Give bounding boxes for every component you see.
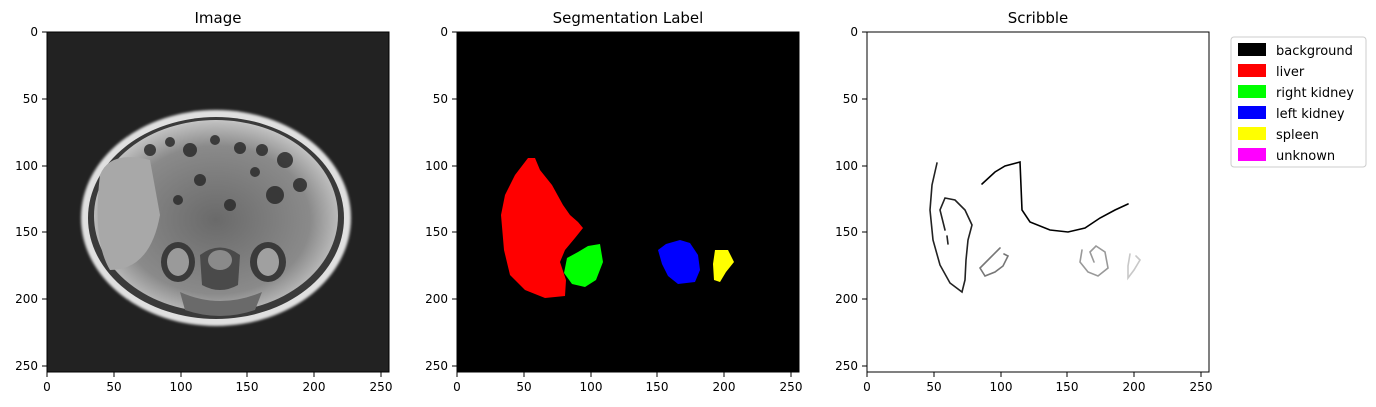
xtick-label: 100: [990, 380, 1013, 394]
panel-scribble-title: Scribble: [1008, 9, 1069, 27]
scribble-background: [981, 160, 1129, 233]
legend-entry-left-kidney: left kidney: [1238, 106, 1345, 122]
ytick-label: 200: [835, 292, 858, 306]
ytick-label: 150: [15, 225, 38, 239]
scribble-liver-dot: [946, 235, 949, 245]
legend-swatch: [1238, 127, 1266, 140]
legend-entry-liver: liver: [1238, 64, 1305, 80]
xtick-label: 0: [453, 380, 461, 394]
legend-swatch: [1238, 148, 1266, 161]
legend-label: right kidney: [1276, 86, 1354, 101]
xtick-label: 0: [43, 380, 51, 394]
legend-label: background: [1276, 44, 1353, 59]
ytick-label: 150: [425, 225, 448, 239]
segmentation-mask: [457, 32, 799, 372]
scribble-liver: [929, 162, 973, 294]
panel-segmentation-xticks: 0 50 100 150 200 250: [453, 372, 802, 394]
xtick-label: 150: [1056, 380, 1079, 394]
legend: background liver right kidney left kidne…: [1230, 36, 1367, 168]
legend-swatch: [1238, 43, 1266, 56]
xtick-label: 200: [713, 380, 736, 394]
panel-image-yticks: 0 50 100 150 200 250: [15, 25, 47, 373]
xtick-label: 150: [646, 380, 669, 394]
panel-image: Image: [15, 9, 392, 394]
legend-label: left kidney: [1276, 107, 1345, 122]
xtick-label: 250: [1190, 380, 1213, 394]
xtick-label: 250: [370, 380, 393, 394]
panel-scribble-xticks: 0 50 100 150 200 250: [863, 372, 1212, 394]
ytick-label: 200: [15, 292, 38, 306]
ytick-label: 50: [433, 92, 448, 106]
panel-segmentation-axes: [456, 31, 800, 373]
ytick-label: 150: [835, 225, 858, 239]
legend-label: liver: [1276, 65, 1305, 80]
scribble-spleen: [1127, 253, 1142, 281]
mri-image: [47, 32, 389, 372]
xtick-label: 200: [1123, 380, 1146, 394]
xtick-label: 100: [170, 380, 193, 394]
ytick-label: 50: [23, 92, 38, 106]
xtick-label: 50: [516, 380, 531, 394]
panel-image-xticks: 0 50 100 150 200 250: [43, 372, 392, 394]
legend-entry-background: background: [1238, 43, 1353, 59]
segment-left-kidney: [658, 240, 700, 284]
scribble-left-kidney: [1079, 244, 1109, 277]
legend-entry-spleen: spleen: [1238, 127, 1319, 143]
segment-right-kidney: [564, 244, 603, 287]
xtick-label: 0: [863, 380, 871, 394]
segment-spleen: [713, 250, 734, 282]
panel-segmentation-title: Segmentation Label: [553, 9, 704, 27]
ytick-label: 100: [425, 159, 448, 173]
panel-segmentation: Segmentation Label 0 50 100 150 200 250: [425, 9, 802, 394]
panel-scribble-yticks: 0 50 100 150 200 250: [835, 25, 867, 373]
legend-swatch: [1238, 64, 1266, 77]
xtick-label: 200: [303, 380, 326, 394]
ytick-label: 50: [843, 92, 858, 106]
ytick-label: 100: [835, 159, 858, 173]
xtick-label: 50: [106, 380, 121, 394]
panel-scribble-axes: [866, 31, 1210, 373]
ytick-label: 0: [440, 25, 448, 39]
panel-segmentation-yticks: 0 50 100 150 200 250: [425, 25, 457, 373]
segment-liver: [501, 158, 583, 298]
ytick-label: 250: [425, 359, 448, 373]
legend-entry-right-kidney: right kidney: [1238, 85, 1354, 101]
panel-scribble: Scribble 0 50 100 150 200: [835, 9, 1212, 394]
panel-image-axes: [46, 31, 390, 373]
xtick-label: 50: [926, 380, 941, 394]
legend-label: unknown: [1276, 149, 1335, 164]
ytick-label: 0: [30, 25, 38, 39]
ytick-label: 200: [425, 292, 448, 306]
ytick-label: 250: [835, 359, 858, 373]
ytick-label: 0: [850, 25, 858, 39]
xtick-label: 150: [236, 380, 259, 394]
scribble-strokes: [929, 160, 1142, 294]
legend-swatch: [1238, 106, 1266, 119]
ytick-label: 100: [15, 159, 38, 173]
panel-image-title: Image: [195, 9, 242, 27]
scribble-right-kidney: [978, 247, 1010, 277]
xtick-label: 250: [780, 380, 803, 394]
legend-label: spleen: [1276, 128, 1319, 143]
legend-swatch: [1238, 85, 1266, 98]
legend-entry-unknown: unknown: [1238, 148, 1335, 164]
ytick-label: 250: [15, 359, 38, 373]
xtick-label: 100: [580, 380, 603, 394]
